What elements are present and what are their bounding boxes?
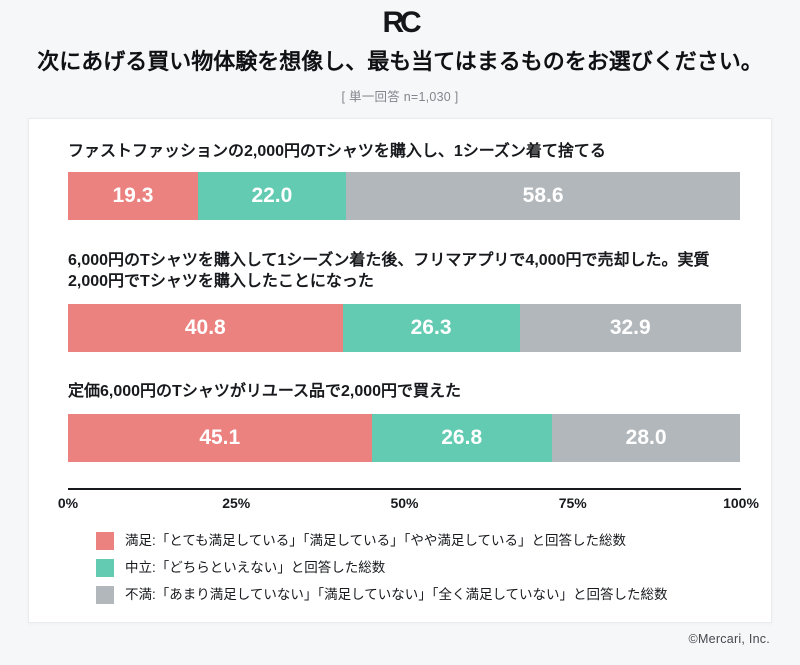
rc-logo: RC bbox=[382, 6, 422, 39]
chart-question-label-2: 6,000円のTシャツを購入して1シーズン着た後、フリマアプリで4,000円で売… bbox=[68, 252, 710, 290]
legend-label-dissatisfied: 不満:「あまり満足していない」「満足していない」「全く満足していない」と回答した… bbox=[125, 587, 668, 602]
bar2-segment-dissatisfied: 32.9 bbox=[519, 304, 741, 352]
stacked-bar-2: 40.8 26.3 32.9 bbox=[68, 304, 741, 352]
chart-question-label-1: ファストファッションの2,000円のTシャツを購入し、1シーズン着て捨てる bbox=[68, 143, 606, 160]
page-header: RC 次にあげる買い物体験を想像し、最も当てはまるものをお選びください。 [ 単… bbox=[0, 0, 800, 105]
legend-item-dissatisfied: 不満:「あまり満足していない」「満足していない」「全く満足していない」と回答した… bbox=[96, 586, 741, 604]
legend-label-neutral: 中立:「どちらといえない」と回答した総数 bbox=[125, 560, 386, 575]
legend-swatch-dissatisfied bbox=[96, 586, 114, 604]
sample-size-note: [ 単一回答 n=1,030 ] bbox=[341, 90, 459, 104]
stacked-bar-1: 19.3 22.0 58.6 bbox=[68, 172, 741, 220]
x-axis-tick-0: 0% bbox=[57, 495, 79, 511]
legend-item-satisfied: 満足:「とても満足している」「満足している」「やや満足している」と回答した総数 bbox=[96, 532, 741, 550]
x-axis-tick-25: 25% bbox=[222, 495, 251, 511]
x-axis-tick-75: 75% bbox=[558, 495, 587, 511]
chart-question-label-3: 定価6,000円のTシャツがリユース品で2,000円で買えた bbox=[68, 383, 462, 400]
copyright-notice: ©Mercari, Inc. bbox=[688, 632, 770, 646]
legend: 満足:「とても満足している」「満足している」「やや満足している」と回答した総数 … bbox=[96, 532, 741, 604]
survey-question-title: 次にあげる買い物体験を想像し、最も当てはまるものをお選びください。 bbox=[37, 49, 763, 74]
bar3-segment-satisfied: 45.1 bbox=[68, 414, 372, 462]
x-axis-tick-100: 100% bbox=[723, 495, 759, 511]
legend-item-neutral: 中立:「どちらといえない」と回答した総数 bbox=[96, 559, 741, 577]
bar1-segment-satisfied: 19.3 bbox=[68, 172, 198, 220]
chart-card: ファストファッションの2,000円のTシャツを購入し、1シーズン着て捨てる 19… bbox=[28, 118, 772, 623]
bar1-segment-neutral: 22.0 bbox=[197, 172, 346, 220]
stacked-bar-3: 45.1 26.8 28.0 bbox=[68, 414, 741, 462]
bar2-segment-neutral: 26.3 bbox=[342, 304, 520, 352]
bar3-segment-dissatisfied: 28.0 bbox=[551, 414, 741, 462]
legend-swatch-neutral bbox=[96, 559, 114, 577]
bar2-segment-satisfied: 40.8 bbox=[68, 304, 343, 352]
legend-swatch-satisfied bbox=[96, 532, 114, 550]
x-axis-tick-50: 50% bbox=[390, 495, 419, 511]
legend-label-satisfied: 満足:「とても満足している」「満足している」「やや満足している」と回答した総数 bbox=[125, 533, 626, 548]
bar1-segment-dissatisfied: 58.6 bbox=[345, 172, 741, 220]
bar3-segment-neutral: 26.8 bbox=[371, 414, 552, 462]
x-axis: 0% 25% 50% 75% 100% bbox=[58, 488, 759, 512]
